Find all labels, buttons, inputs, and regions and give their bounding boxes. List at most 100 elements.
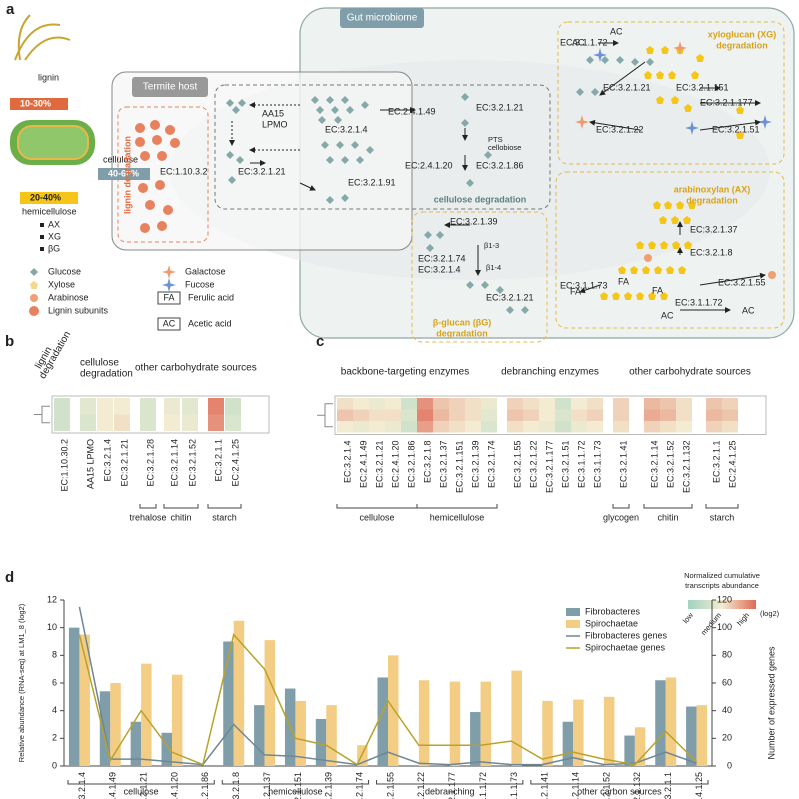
bar <box>634 727 646 766</box>
x-tick-label: 2.4.1.25 <box>694 772 704 799</box>
heat-cell <box>80 414 96 431</box>
heat-cell <box>140 414 156 431</box>
group-label: trehalose <box>129 512 166 522</box>
heat-cell <box>722 398 738 410</box>
x-tick-label: 3.2.1.177 <box>447 772 457 799</box>
enzyme-label: FA <box>618 276 629 286</box>
xylose <box>653 201 661 209</box>
gene-line <box>78 633 698 766</box>
dendrogram <box>34 405 50 424</box>
enzyme-label: EC:3.2.1.37 <box>690 224 738 234</box>
scale-title: transcripts abundance <box>685 581 759 590</box>
enzyme-label: EC:3.1.1.73 <box>560 280 608 290</box>
bar <box>418 680 430 766</box>
heat-cell <box>571 398 587 410</box>
y2-tick-label: 120 <box>717 594 732 604</box>
heatmap-frame <box>334 395 767 435</box>
abbr: AC <box>163 318 176 328</box>
column-label: EC:3.2.1.21 <box>119 439 129 487</box>
heatmap-frame <box>51 395 270 434</box>
host-label-box <box>132 77 208 97</box>
bullet <box>40 247 44 251</box>
xylose <box>736 131 744 139</box>
xylose <box>618 266 626 274</box>
glucose <box>586 56 594 64</box>
heat-cell <box>353 421 369 433</box>
legend-label: Spirochaetae genes <box>585 642 666 652</box>
bar <box>377 677 388 766</box>
enzyme-label: FA <box>570 286 581 296</box>
xylose <box>659 216 667 224</box>
heat-cell <box>182 398 198 415</box>
xylose <box>736 106 744 114</box>
column-label: EC:1.10.30.2 <box>59 439 69 492</box>
subunit <box>644 254 652 262</box>
xylose <box>696 54 704 62</box>
y-tick-label: 4 <box>52 705 57 715</box>
process-title: degradation <box>686 195 738 205</box>
column-label: EC:2.4.1.49 <box>358 441 368 489</box>
bar <box>686 706 697 766</box>
xylose <box>666 266 674 274</box>
y2-tick-label: 40 <box>722 705 732 715</box>
x-tick-label: 3.2.1.132 <box>632 772 642 799</box>
heat-cell <box>722 409 738 421</box>
subunit <box>140 223 150 233</box>
sugar-star <box>593 48 607 62</box>
bar <box>326 705 337 766</box>
arrow <box>699 119 761 131</box>
heat-cell <box>353 409 369 421</box>
heat-cell <box>114 398 130 415</box>
heat-cell <box>523 421 539 433</box>
dendrogram <box>317 403 333 428</box>
legend-label: Fibrobacteres genes <box>585 630 668 640</box>
gene-line <box>78 606 697 766</box>
xylose <box>660 292 668 300</box>
glucose <box>616 56 624 64</box>
legend-swatch <box>566 620 580 628</box>
y2-tick-label: 0 <box>727 760 732 770</box>
arrow <box>299 182 316 191</box>
xylose <box>668 71 676 79</box>
enzyme-label: EC:3.2.1.21 <box>476 102 524 112</box>
process-title: cellulose degradation <box>434 194 527 204</box>
bracket <box>336 504 418 509</box>
bracket <box>376 780 524 785</box>
enzyme-label: EC:3.2.1.21 <box>238 166 286 176</box>
process-title: arabinoxylan (AX) <box>674 184 751 194</box>
heat-cell <box>337 421 353 433</box>
enzyme-label: EC:3.2.1.8 <box>690 247 733 257</box>
box-title: Gut microbiome <box>347 13 418 24</box>
column-label: EC:3.2.1.28 <box>145 439 155 487</box>
column-label: EC:3.2.1.55 <box>512 441 522 489</box>
glucose <box>226 151 234 159</box>
glucose <box>311 96 319 104</box>
bar <box>99 691 111 766</box>
glucose <box>506 306 514 314</box>
subunit <box>157 221 167 231</box>
bracket <box>416 504 498 509</box>
subunit <box>165 125 175 135</box>
percent-label: 20-40% <box>30 192 61 202</box>
bg-box <box>411 211 548 343</box>
group-label: cellulose <box>124 786 159 796</box>
heat-cell <box>465 398 481 410</box>
column-label: EC:3.2.1.52 <box>665 441 675 489</box>
enzyme-label: EC:3.2.1.177 <box>700 97 753 107</box>
panel-label: b <box>5 333 14 350</box>
group-label: starch <box>212 512 237 522</box>
glucose <box>30 268 38 276</box>
heat-cell <box>385 421 401 433</box>
heat-cell <box>97 398 113 415</box>
percent-label: 40-60% <box>108 168 139 178</box>
group-label: chitin <box>170 512 191 522</box>
panel-label: d <box>5 569 14 586</box>
sugar-star <box>575 115 589 129</box>
xylose <box>648 241 656 249</box>
bracket <box>67 780 215 785</box>
heat-cell <box>449 409 465 421</box>
heat-cell <box>225 398 241 415</box>
heat-cell <box>449 421 465 433</box>
arrow <box>599 61 646 96</box>
heat-cell <box>613 409 629 421</box>
